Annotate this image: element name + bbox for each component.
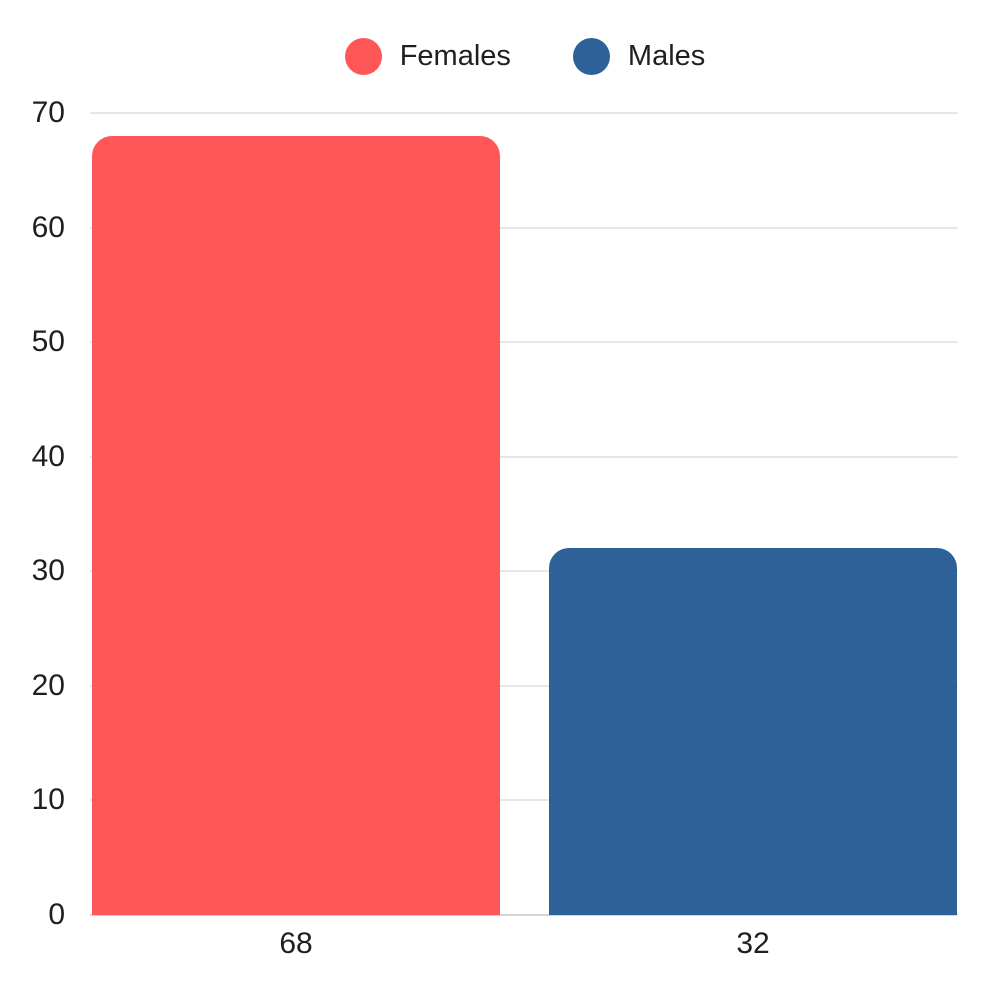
legend-swatch-males-icon — [572, 38, 610, 75]
legend-label-males: Males — [627, 40, 706, 72]
gridline-20 — [90, 684, 958, 687]
legend-item-females: Females — [344, 38, 511, 75]
y-axis-tick-label-10: 10 — [31, 783, 65, 817]
y-axis-tick-label-30: 30 — [31, 554, 65, 588]
legend-label-females: Females — [399, 40, 511, 72]
gridline-50 — [90, 341, 958, 344]
legend-swatch-females-icon — [344, 38, 382, 75]
y-axis-tick-label-50: 50 — [31, 325, 65, 359]
gridline-10 — [90, 799, 958, 802]
x-axis-baseline — [90, 914, 958, 916]
plot-area: 0 10 20 30 40 50 60 70 68 32 — [32, 98, 958, 959]
legend-item-males: Males — [572, 38, 706, 75]
gridline-40 — [90, 455, 958, 458]
bar-females — [92, 135, 500, 915]
x-axis-category-label-females: 68 — [279, 927, 313, 960]
gridline-30 — [90, 570, 958, 573]
gridline-60 — [90, 226, 958, 229]
chart-legend: Females Males — [32, 38, 986, 75]
gridline-70 — [90, 112, 958, 114]
y-axis-tick-label-70: 70 — [31, 96, 65, 129]
y-axis-tick-label-0: 0 — [48, 898, 65, 931]
y-axis-tick-label-40: 40 — [31, 439, 65, 473]
x-axis-category-label-males: 32 — [736, 927, 770, 960]
y-axis-tick-label-20: 20 — [31, 668, 65, 702]
bar-males — [549, 548, 957, 915]
y-axis-tick-label-60: 60 — [31, 210, 65, 244]
